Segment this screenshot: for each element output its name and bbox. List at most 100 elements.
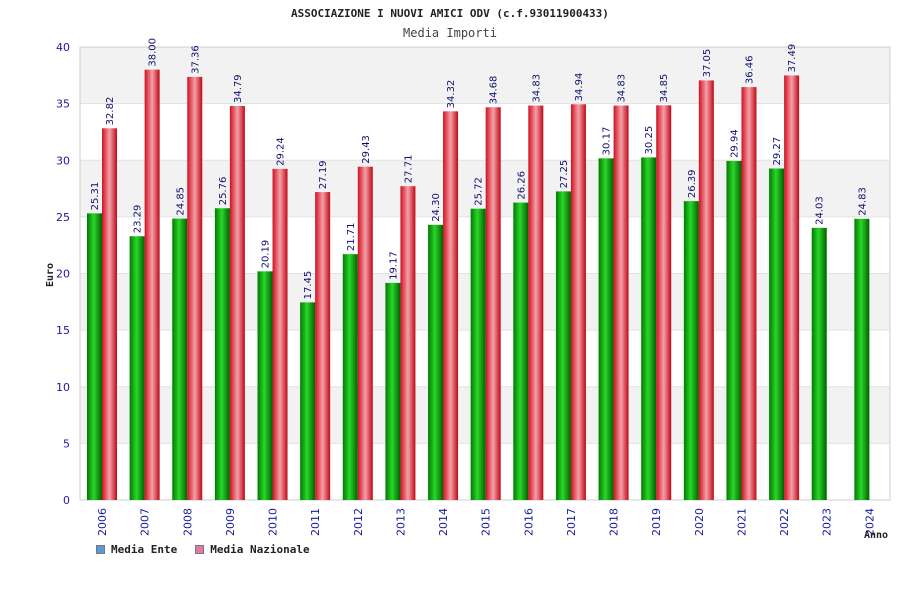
y-tick-label: 5 (63, 437, 70, 450)
data-label: 24.03 (815, 196, 826, 225)
data-label: 29.94 (729, 129, 740, 158)
chart-title: ASSOCIAZIONE I NUOVI AMICI ODV (c.f.9301… (291, 7, 609, 20)
bar-media-ente (385, 282, 401, 500)
bar-media-ente (428, 224, 444, 501)
y-tick-label: 35 (56, 98, 70, 111)
legend-swatch (96, 545, 105, 554)
x-tick-label: 2022 (778, 508, 791, 536)
data-label: 30.25 (644, 126, 655, 155)
bar-media-nazionale (741, 87, 757, 500)
bar-media-nazionale (357, 166, 373, 500)
data-label: 34.85 (659, 74, 670, 103)
bar-media-nazionale (102, 128, 117, 500)
bar-media-ente (214, 208, 230, 500)
data-label: 32.82 (105, 97, 116, 126)
bar-media-nazionale (613, 105, 629, 501)
data-label: 27.25 (559, 160, 570, 189)
x-tick-label: 2024 (863, 508, 876, 536)
data-label: 30.17 (602, 127, 613, 156)
bar-media-ente (300, 302, 316, 500)
bar-media-nazionale (187, 76, 203, 500)
x-tick-label: 2006 (96, 508, 109, 536)
data-label: 24.83 (857, 187, 868, 216)
x-tick-label: 2016 (522, 508, 535, 536)
x-tick-label: 2017 (565, 508, 578, 536)
bar-media-nazionale (485, 107, 501, 501)
data-label: 29.27 (772, 137, 783, 166)
bar-media-ente (555, 191, 571, 501)
x-tick-label: 2010 (267, 508, 280, 536)
x-tick-label: 2007 (139, 508, 152, 536)
x-tick-label: 2008 (181, 508, 194, 536)
y-axis-label: Euro (45, 263, 56, 287)
data-label: 29.24 (276, 137, 287, 166)
data-label: 34.94 (574, 73, 585, 102)
data-label: 34.68 (489, 76, 500, 105)
bar-media-ente (342, 254, 358, 500)
y-tick-label: 30 (56, 154, 70, 167)
y-tick-label: 40 (56, 41, 70, 54)
x-tick-label: 2009 (224, 508, 237, 536)
legend-item-nazionale: Media Nazionale (195, 543, 310, 556)
x-tick-label: 2023 (821, 508, 834, 536)
data-label: 38.00 (148, 38, 159, 67)
data-label: 34.83 (617, 74, 628, 103)
bar-media-nazionale (656, 105, 672, 500)
y-tick-label: 0 (63, 494, 70, 507)
chart-subtitle: Media Importi (403, 26, 497, 40)
legend-swatch (195, 545, 205, 554)
bar-media-nazionale (400, 186, 416, 500)
y-tick-label: 20 (56, 268, 70, 281)
bar-media-ente (769, 168, 785, 500)
bar-media-nazionale (570, 104, 586, 500)
bar-media-ente (172, 218, 188, 501)
data-label: 37.36 (190, 45, 201, 74)
bar-media-nazionale (443, 111, 459, 501)
bar-media-ente (641, 157, 657, 500)
x-axis-label: Anno (864, 530, 888, 541)
data-label: 23.29 (133, 205, 144, 234)
data-label: 17.45 (303, 271, 314, 300)
data-label: 37.05 (702, 49, 713, 78)
x-tick-label: 2020 (693, 508, 706, 536)
bar-media-ente (129, 236, 145, 500)
data-label: 20.19 (261, 240, 272, 269)
data-label: 26.39 (687, 169, 698, 198)
data-label: 27.71 (403, 155, 414, 184)
bar-media-ente (683, 201, 699, 501)
data-label: 34.83 (531, 74, 542, 103)
data-label: 24.85 (175, 187, 186, 216)
y-tick-label: 25 (56, 211, 70, 224)
bar-media-ente (87, 213, 102, 500)
y-tick-label: 10 (56, 381, 70, 394)
y-axis: 0 5 10 15 20 25 30 35 40 (56, 41, 70, 507)
data-label: 36.46 (744, 55, 755, 84)
legend-label: Media Ente (111, 543, 178, 556)
data-label: 19.17 (388, 251, 399, 280)
data-label: 25.76 (218, 177, 229, 206)
bar-media-ente (470, 208, 486, 500)
data-label: 21.71 (346, 222, 357, 251)
bars: 25.31 32.82 23.29 38.00 24.85 37.36 25.76 34.79… (87, 38, 870, 501)
legend-label: Media Nazionale (210, 543, 310, 556)
x-tick-label: 2013 (394, 508, 407, 536)
x-tick-label: 2018 (608, 508, 621, 536)
bar-media-nazionale (272, 168, 288, 500)
bar-media-ente (726, 160, 742, 500)
bar-media-nazionale (229, 106, 245, 501)
x-tick-label: 2021 (735, 508, 748, 536)
bar-media-nazionale (144, 69, 160, 501)
legend: Media Ente Media Nazionale (96, 543, 310, 556)
y-tick-label: 15 (56, 324, 70, 337)
data-label: 29.43 (361, 135, 372, 164)
data-label: 27.19 (318, 160, 329, 189)
data-label: 34.79 (233, 74, 244, 103)
data-label: 34.32 (446, 80, 457, 109)
x-tick-label: 2015 (480, 508, 493, 536)
bar-media-ente (854, 218, 870, 501)
bar-media-nazionale (784, 75, 800, 500)
legend-item-ente: Media Ente (96, 543, 177, 556)
data-label: 24.30 (431, 193, 442, 222)
x-tick-label: 2014 (437, 508, 450, 536)
